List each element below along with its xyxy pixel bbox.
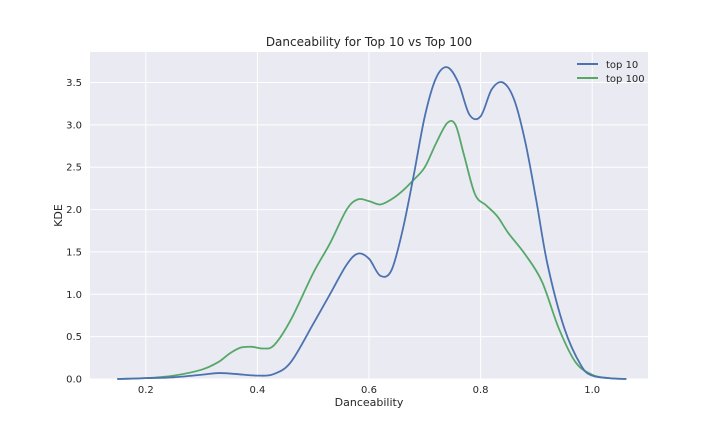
x-tick-label: 0.8 bbox=[473, 385, 489, 396]
x-axis-label: Danceability bbox=[335, 396, 404, 409]
y-tick-label: 1.5 bbox=[66, 247, 82, 258]
series-line-top-10 bbox=[117, 66, 627, 380]
legend-label-top-10: top 10 bbox=[606, 60, 638, 71]
y-tick-label: 2.5 bbox=[66, 163, 82, 174]
y-tick-label: 1.0 bbox=[66, 290, 82, 301]
y-tick-label: 0.0 bbox=[66, 375, 82, 386]
x-tick-label: 0.4 bbox=[249, 385, 265, 396]
y-tick-label: 2.0 bbox=[66, 205, 82, 216]
tick-labels: 0.2 0.4 0.6 0.8 1.0 0.0 0.5 1.0 1.5 2.0 2.5 3.0 3.5 bbox=[66, 78, 600, 396]
series-line-top-100 bbox=[117, 119, 627, 380]
legend-label-top-100: top 100 bbox=[606, 74, 645, 85]
y-tick-label: 3.0 bbox=[66, 120, 82, 131]
legend: top 10 top 100 bbox=[577, 60, 645, 85]
x-tick-label: 1.0 bbox=[584, 385, 600, 396]
chart-title: Danceability for Top 10 vs Top 100 bbox=[266, 35, 472, 49]
series-layer bbox=[117, 66, 627, 380]
y-tick-label: 3.5 bbox=[66, 78, 82, 89]
x-tick-label: 0.2 bbox=[138, 385, 154, 396]
y-tick-label: 0.5 bbox=[66, 332, 82, 343]
x-tick-label: 0.6 bbox=[361, 385, 377, 396]
y-axis-label: KDE bbox=[52, 204, 65, 227]
